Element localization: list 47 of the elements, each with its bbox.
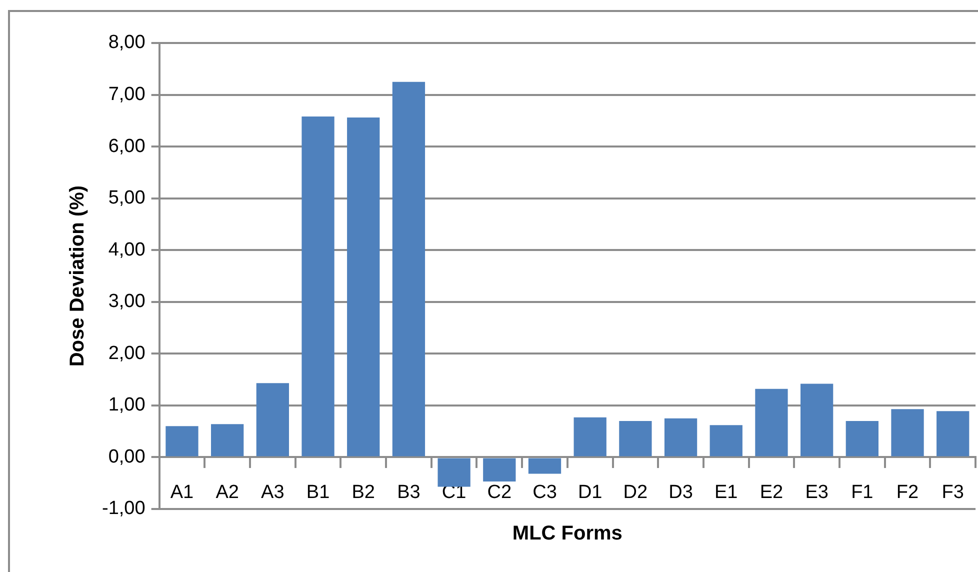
bar xyxy=(483,458,516,482)
bar xyxy=(211,424,244,456)
y-tick-label: -1,00 xyxy=(102,498,146,520)
bar xyxy=(574,417,606,456)
y-tick-label: 4,00 xyxy=(108,239,146,260)
y-tick-label: 7,00 xyxy=(108,84,146,106)
x-tick-label: D3 xyxy=(668,482,693,503)
bar xyxy=(619,420,652,456)
x-tick-label: E3 xyxy=(805,482,828,503)
bar xyxy=(664,418,698,456)
bar xyxy=(846,420,878,456)
x-tick-label: A1 xyxy=(170,482,194,503)
bar xyxy=(528,458,562,474)
y-tick-label: 0,00 xyxy=(108,446,146,468)
x-axis-title: MLC Forms xyxy=(512,522,622,545)
y-tick-label: 8,00 xyxy=(108,32,146,54)
x-tick-label: E1 xyxy=(714,482,738,503)
bar xyxy=(710,425,742,456)
bar xyxy=(891,409,924,456)
x-tick-label: F1 xyxy=(851,482,874,503)
y-tick-label: 2,00 xyxy=(108,342,146,364)
y-axis-title: Dose Deviation (%) xyxy=(66,185,89,367)
x-tick-label: A3 xyxy=(261,482,284,503)
bar xyxy=(438,458,470,487)
bar xyxy=(347,118,380,456)
x-tick-label: D2 xyxy=(623,482,648,503)
bar xyxy=(392,82,426,456)
x-tick-label: E2 xyxy=(760,482,784,503)
bar xyxy=(166,426,198,456)
x-tick-label: A2 xyxy=(216,482,239,503)
x-tick-label: C3 xyxy=(532,482,557,503)
x-tick-label: D1 xyxy=(578,482,602,503)
x-tick-label: B2 xyxy=(352,482,375,503)
x-tick-label: F2 xyxy=(896,482,919,503)
y-tick-label: 6,00 xyxy=(108,136,146,157)
bar xyxy=(936,411,970,456)
y-tick-label: 5,00 xyxy=(108,188,146,209)
y-tick-label: 3,00 xyxy=(108,291,146,312)
y-tick-label: 1,00 xyxy=(108,394,146,416)
x-tick-label: C2 xyxy=(487,482,512,503)
bar xyxy=(755,388,788,456)
x-tick-label: B3 xyxy=(397,482,420,503)
bar xyxy=(256,383,289,456)
bar xyxy=(302,116,334,456)
bar xyxy=(800,384,834,456)
x-tick-label: B1 xyxy=(306,482,330,503)
x-tick-label: F3 xyxy=(942,482,964,503)
